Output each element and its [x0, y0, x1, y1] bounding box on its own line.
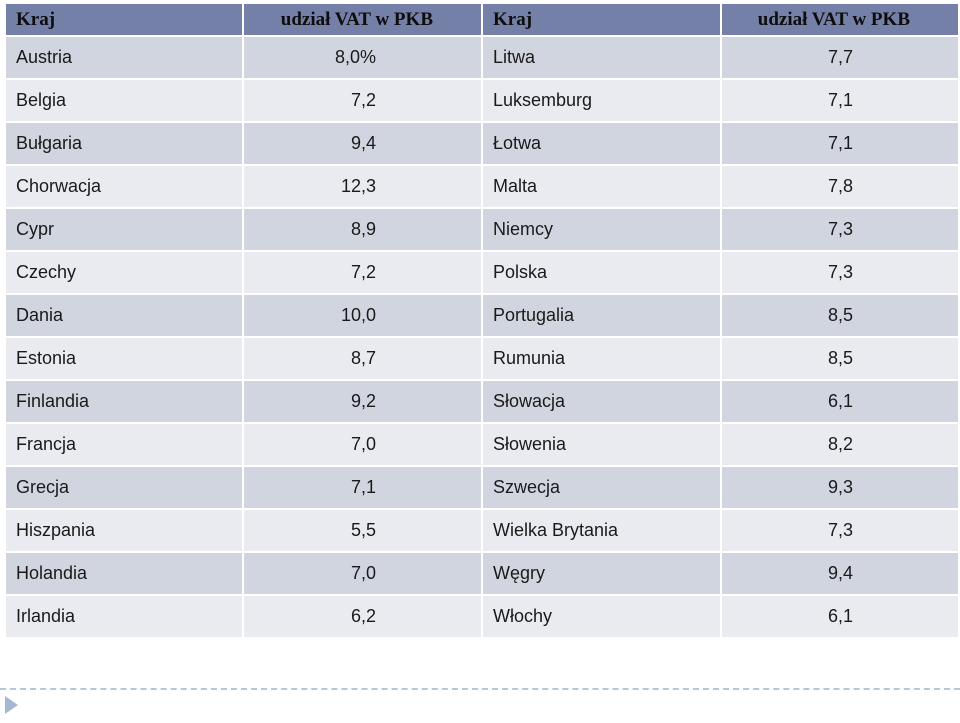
vat-share-cell: 7,3	[722, 209, 958, 250]
vat-share-cell: 9,2	[244, 381, 481, 422]
vat-share-cell: 7,0	[244, 424, 481, 465]
vat-share-cell: 7,0	[244, 553, 481, 594]
country-cell: Wielka Brytania	[483, 510, 720, 551]
vat-share-cell: 8,9	[244, 209, 481, 250]
country-cell: Litwa	[483, 37, 720, 78]
footer-divider	[0, 688, 960, 690]
country-cell: Niemcy	[483, 209, 720, 250]
header-vat-share-left: udział VAT w PKB	[244, 4, 481, 35]
country-cell: Bułgaria	[6, 123, 242, 164]
vat-share-cell: 7,3	[722, 510, 958, 551]
country-cell: Dania	[6, 295, 242, 336]
vat-share-cell: 12,3	[244, 166, 481, 207]
vat-share-table: Kraj udział VAT w PKB Kraj udział VAT w …	[4, 2, 960, 639]
vat-share-cell: 6,1	[722, 381, 958, 422]
country-cell: Hiszpania	[6, 510, 242, 551]
vat-share-cell: 7,2	[244, 80, 481, 121]
table-row: Czechy 7,2 Polska 7,3	[6, 252, 958, 293]
vat-share-cell: 7,2	[244, 252, 481, 293]
triangle-right-icon	[5, 696, 18, 714]
country-cell: Rumunia	[483, 338, 720, 379]
country-cell: Luksemburg	[483, 80, 720, 121]
vat-share-cell: 7,1	[722, 123, 958, 164]
table-row: Belgia 7,2 Luksemburg 7,1	[6, 80, 958, 121]
table-row: Grecja 7,1 Szwecja 9,3	[6, 467, 958, 508]
country-cell: Czechy	[6, 252, 242, 293]
country-cell: Polska	[483, 252, 720, 293]
vat-share-cell: 7,1	[244, 467, 481, 508]
country-cell: Finlandia	[6, 381, 242, 422]
vat-share-cell: 9,3	[722, 467, 958, 508]
country-cell: Włochy	[483, 596, 720, 637]
vat-share-cell: 10,0	[244, 295, 481, 336]
vat-share-cell: 8,7	[244, 338, 481, 379]
vat-share-cell: 5,5	[244, 510, 481, 551]
table-row: Hiszpania 5,5 Wielka Brytania 7,3	[6, 510, 958, 551]
vat-share-cell: 9,4	[244, 123, 481, 164]
country-cell: Grecja	[6, 467, 242, 508]
table-row: Austria 8,0% Litwa 7,7	[6, 37, 958, 78]
country-cell: Węgry	[483, 553, 720, 594]
country-cell: Łotwa	[483, 123, 720, 164]
table-row: Finlandia 9,2 Słowacja 6,1	[6, 381, 958, 422]
table-row: Dania 10,0 Portugalia 8,5	[6, 295, 958, 336]
country-cell: Irlandia	[6, 596, 242, 637]
table-row: Bułgaria 9,4 Łotwa 7,1	[6, 123, 958, 164]
table-row: Cypr 8,9 Niemcy 7,3	[6, 209, 958, 250]
country-cell: Francja	[6, 424, 242, 465]
vat-share-cell: 7,7	[722, 37, 958, 78]
country-cell: Słowenia	[483, 424, 720, 465]
vat-share-cell: 7,1	[722, 80, 958, 121]
country-cell: Austria	[6, 37, 242, 78]
vat-share-cell: 7,3	[722, 252, 958, 293]
table-header-row: Kraj udział VAT w PKB Kraj udział VAT w …	[6, 4, 958, 35]
table-row: Estonia 8,7 Rumunia 8,5	[6, 338, 958, 379]
vat-share-cell: 8,5	[722, 295, 958, 336]
country-cell: Szwecja	[483, 467, 720, 508]
table-row: Holandia 7,0 Węgry 9,4	[6, 553, 958, 594]
vat-share-cell: 8,2	[722, 424, 958, 465]
vat-share-cell: 6,1	[722, 596, 958, 637]
vat-share-cell: 7,8	[722, 166, 958, 207]
table-row: Francja 7,0 Słowenia 8,2	[6, 424, 958, 465]
country-cell: Słowacja	[483, 381, 720, 422]
country-cell: Portugalia	[483, 295, 720, 336]
country-cell: Estonia	[6, 338, 242, 379]
header-country-left: Kraj	[6, 4, 242, 35]
header-vat-share-right: udział VAT w PKB	[722, 4, 958, 35]
table-row: Irlandia 6,2 Włochy 6,1	[6, 596, 958, 637]
vat-share-cell: 8,5	[722, 338, 958, 379]
country-cell: Holandia	[6, 553, 242, 594]
header-country-right: Kraj	[483, 4, 720, 35]
country-cell: Belgia	[6, 80, 242, 121]
country-cell: Malta	[483, 166, 720, 207]
country-cell: Cypr	[6, 209, 242, 250]
country-cell: Chorwacja	[6, 166, 242, 207]
vat-share-cell: 8,0%	[244, 37, 481, 78]
vat-share-cell: 6,2	[244, 596, 481, 637]
vat-share-cell: 9,4	[722, 553, 958, 594]
table-row: Chorwacja 12,3 Malta 7,8	[6, 166, 958, 207]
